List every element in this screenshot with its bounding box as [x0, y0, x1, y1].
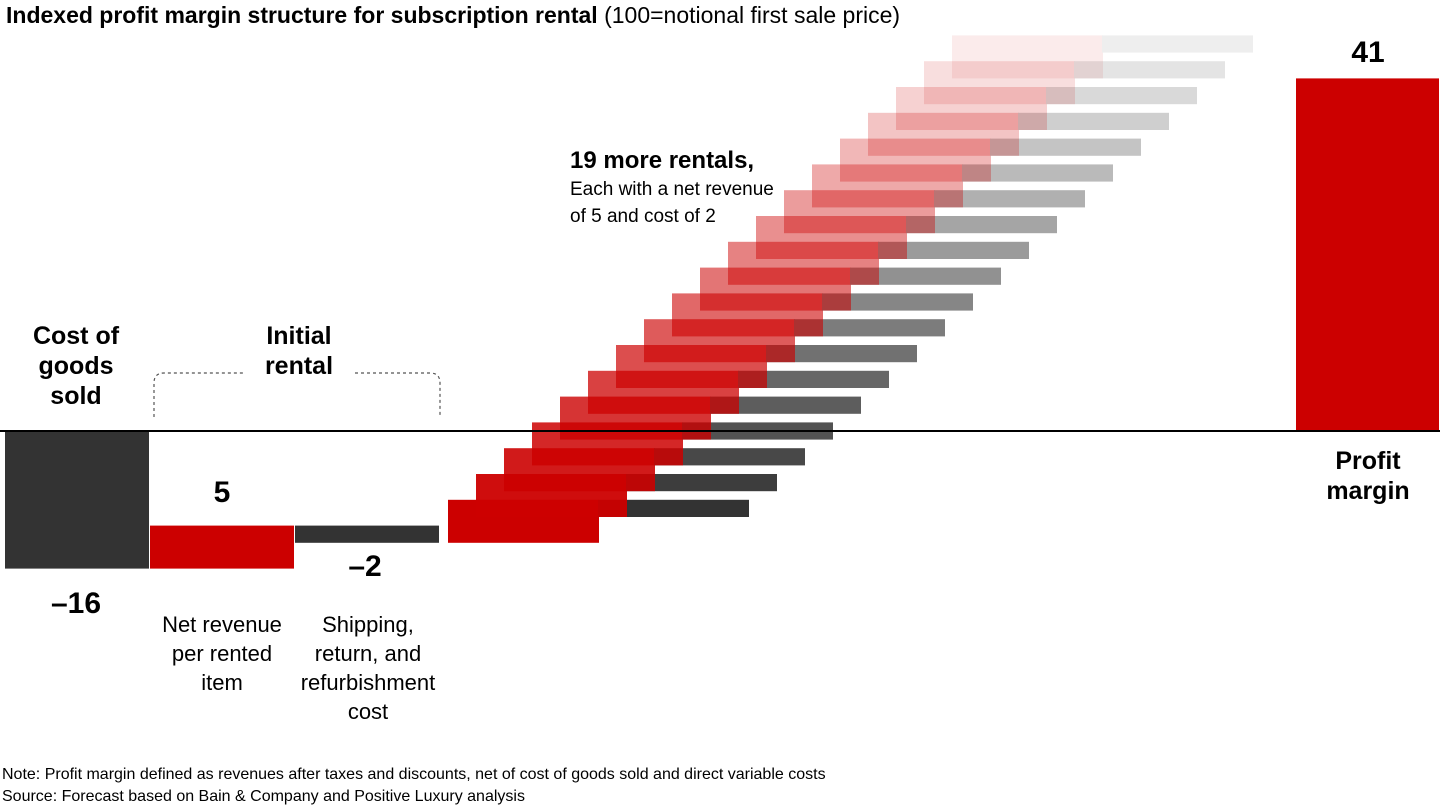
- rental-cost-bar-6: [738, 370, 889, 388]
- shipping-category-label: Shipping, return, and refurbishment cost: [300, 612, 436, 724]
- rental-cost-bar-11: [878, 241, 1029, 259]
- rental-revenue-bar-19: [952, 35, 1103, 79]
- rental-cost-bar-14: [962, 164, 1113, 182]
- rental-revenue-bar-13: [784, 190, 935, 234]
- rental-cost-bar-10: [850, 267, 1001, 285]
- rental-revenue-bar-11: [728, 241, 879, 285]
- rental-cost-bar-7: [766, 345, 917, 363]
- rental-cost-bar-1: [598, 499, 749, 517]
- rental-cost-bar-9: [822, 293, 973, 311]
- initial-rental-header: Initial rental: [264, 322, 334, 380]
- source-text: Source: Forecast based on Bain & Company…: [2, 788, 525, 805]
- profit-bar: [1296, 78, 1439, 432]
- shipping-value-label: –2: [348, 550, 382, 583]
- rental-revenue-bar-18: [924, 61, 1075, 105]
- rental-cost-bar-18: [1074, 61, 1225, 79]
- rental-cost-bar-17: [1046, 87, 1197, 105]
- chart-title-sub: (100=notional first sale price): [597, 2, 901, 28]
- initial-rental-bracket-left: [153, 372, 245, 417]
- cogs-value-label: –16: [50, 587, 102, 620]
- note-text: Note: Profit margin defined as revenues …: [2, 766, 826, 783]
- rental-cost-bar-2: [626, 474, 777, 492]
- rental-revenue-bar-14: [812, 164, 963, 208]
- profit-value-label: 41: [1351, 36, 1385, 69]
- cogs-bar: [5, 431, 149, 569]
- rental-cost-bar-16: [1018, 112, 1169, 130]
- footnotes: Note: Profit margin defined as revenues …: [2, 764, 826, 808]
- more-rentals-heading: 19 more rentals,: [570, 147, 755, 174]
- chart-title: Indexed profit margin structure for subs…: [6, 2, 900, 29]
- rental-revenue-bar-10: [700, 267, 851, 311]
- initial-rental-bracket-right: [355, 372, 441, 417]
- more-rentals-annotation: 19 more rentals, Each with a net revenue…: [570, 146, 774, 230]
- rental-cost-bar-3: [654, 448, 805, 466]
- rental-revenue-bar-17: [896, 87, 1047, 130]
- revenue-bar: [150, 525, 294, 569]
- rental-cost-bar-12: [906, 216, 1057, 234]
- rental-cost-bar-15: [990, 138, 1141, 156]
- rental-cost-bar-19: [1102, 35, 1253, 53]
- more-rentals-text: Each with a net revenue of 5 and cost of…: [570, 179, 774, 227]
- rental-revenue-bar-15: [840, 138, 991, 182]
- profit-category-label: Profit margin: [1326, 447, 1410, 505]
- revenue-value-label: 5: [213, 476, 231, 509]
- rental-cost-bar-5: [710, 396, 861, 414]
- rental-revenue-bar-12: [756, 216, 907, 259]
- revenue-category-label: Net revenue per rented item: [162, 612, 282, 695]
- rental-cost-bar-13: [934, 190, 1085, 208]
- rental-revenue-bar-16: [868, 112, 1019, 156]
- chart-title-main: Indexed profit margin structure for subs…: [6, 2, 598, 28]
- shipping-bar: [295, 525, 439, 543]
- rental-cost-bar-8: [794, 319, 945, 337]
- cogs-header: Cost of goods sold: [32, 322, 120, 410]
